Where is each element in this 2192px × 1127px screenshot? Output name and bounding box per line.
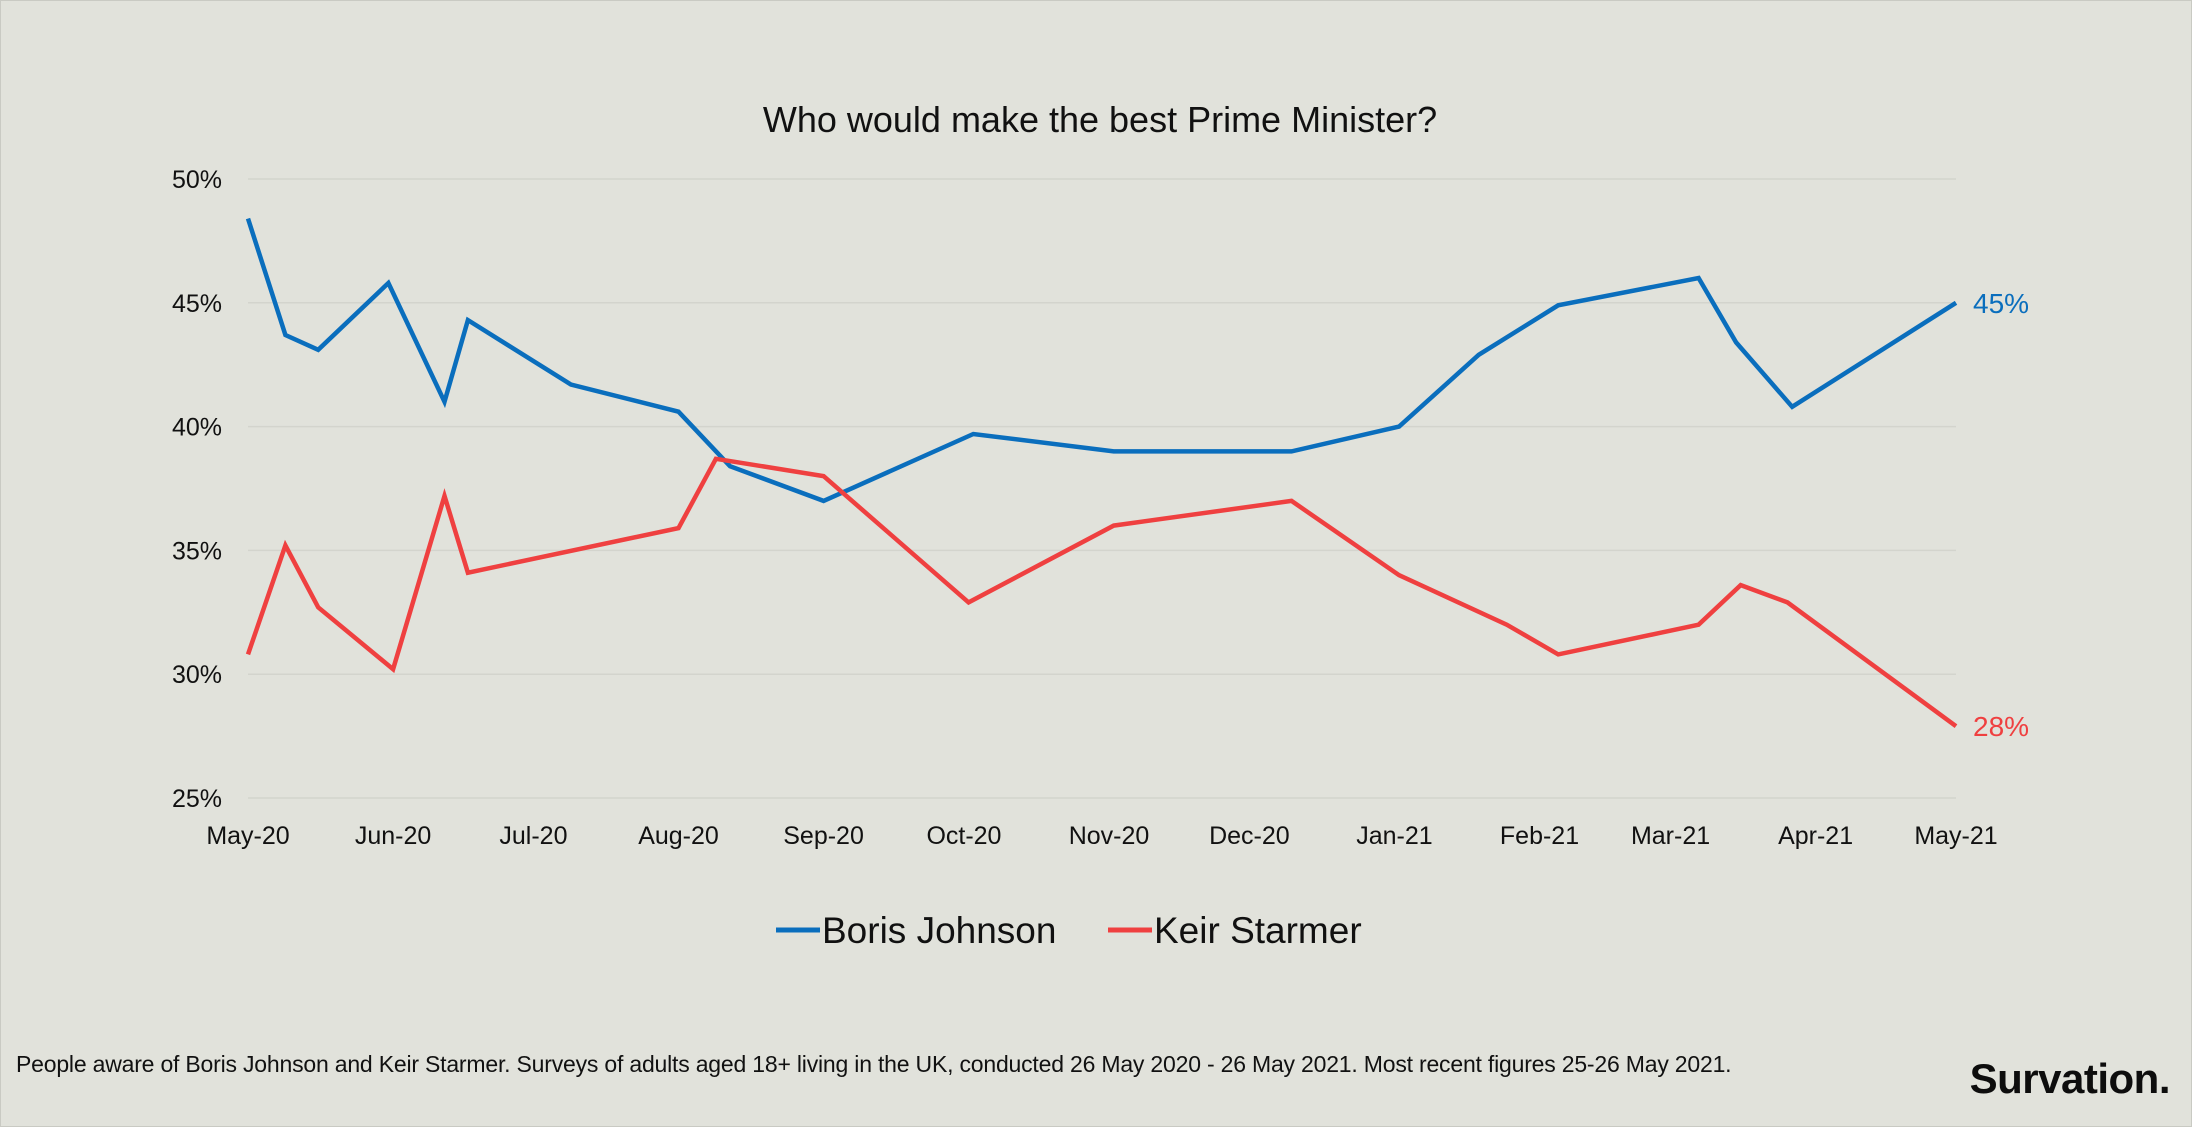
x-tick-label: Aug-20	[638, 822, 719, 850]
y-tick-label: 30%	[172, 661, 222, 689]
x-tick-label: Jun-20	[355, 822, 431, 850]
footnote: People aware of Boris Johnson and Keir S…	[16, 1051, 1732, 1077]
x-tick-label: Jul-20	[499, 822, 567, 850]
end-label-keir-starmer: 28%	[1973, 711, 2029, 742]
y-tick-label: 40%	[172, 414, 222, 442]
series-line-boris-johnson	[245, 217, 1958, 504]
x-tick-label: Apr-21	[1778, 822, 1853, 850]
y-tick-label: 25%	[172, 785, 222, 813]
brand-logo: Survation.	[1969, 1055, 2171, 1102]
chart-title: Who would make the best Prime Minister?	[763, 99, 1437, 140]
x-tick-label: Nov-20	[1069, 822, 1150, 850]
y-axis-tick-labels: 25% 30% 35% 40% 45% 50%	[172, 166, 222, 813]
x-tick-label: Sep-20	[783, 822, 864, 850]
x-tick-label: Feb-21	[1500, 822, 1579, 850]
series-lines	[245, 217, 1958, 729]
legend: Boris Johnson Keir Starmer	[776, 910, 1362, 951]
series-line-keir-starmer	[245, 456, 1958, 729]
x-axis-tick-labels: May-20 Jun-20 Jul-20 Aug-20 Sep-20 Oct-20 Nov-…	[206, 822, 1997, 850]
legend-label-boris-johnson: Boris Johnson	[822, 910, 1056, 951]
x-tick-label: Oct-20	[926, 822, 1001, 850]
y-tick-label: 50%	[172, 166, 222, 194]
end-label-boris-johnson: 45%	[1973, 288, 2029, 319]
x-tick-label: Jan-21	[1356, 822, 1432, 850]
x-tick-label: May-21	[1914, 822, 1997, 850]
series-end-labels: 45% 28%	[1973, 288, 2029, 742]
gridlines	[248, 178, 1956, 799]
x-tick-label: May-20	[206, 822, 289, 850]
y-tick-label: 45%	[172, 290, 222, 318]
x-tick-label: Dec-20	[1209, 822, 1290, 850]
y-tick-label: 35%	[172, 537, 222, 565]
x-tick-label: Mar-21	[1631, 822, 1710, 850]
legend-label-keir-starmer: Keir Starmer	[1154, 910, 1362, 951]
